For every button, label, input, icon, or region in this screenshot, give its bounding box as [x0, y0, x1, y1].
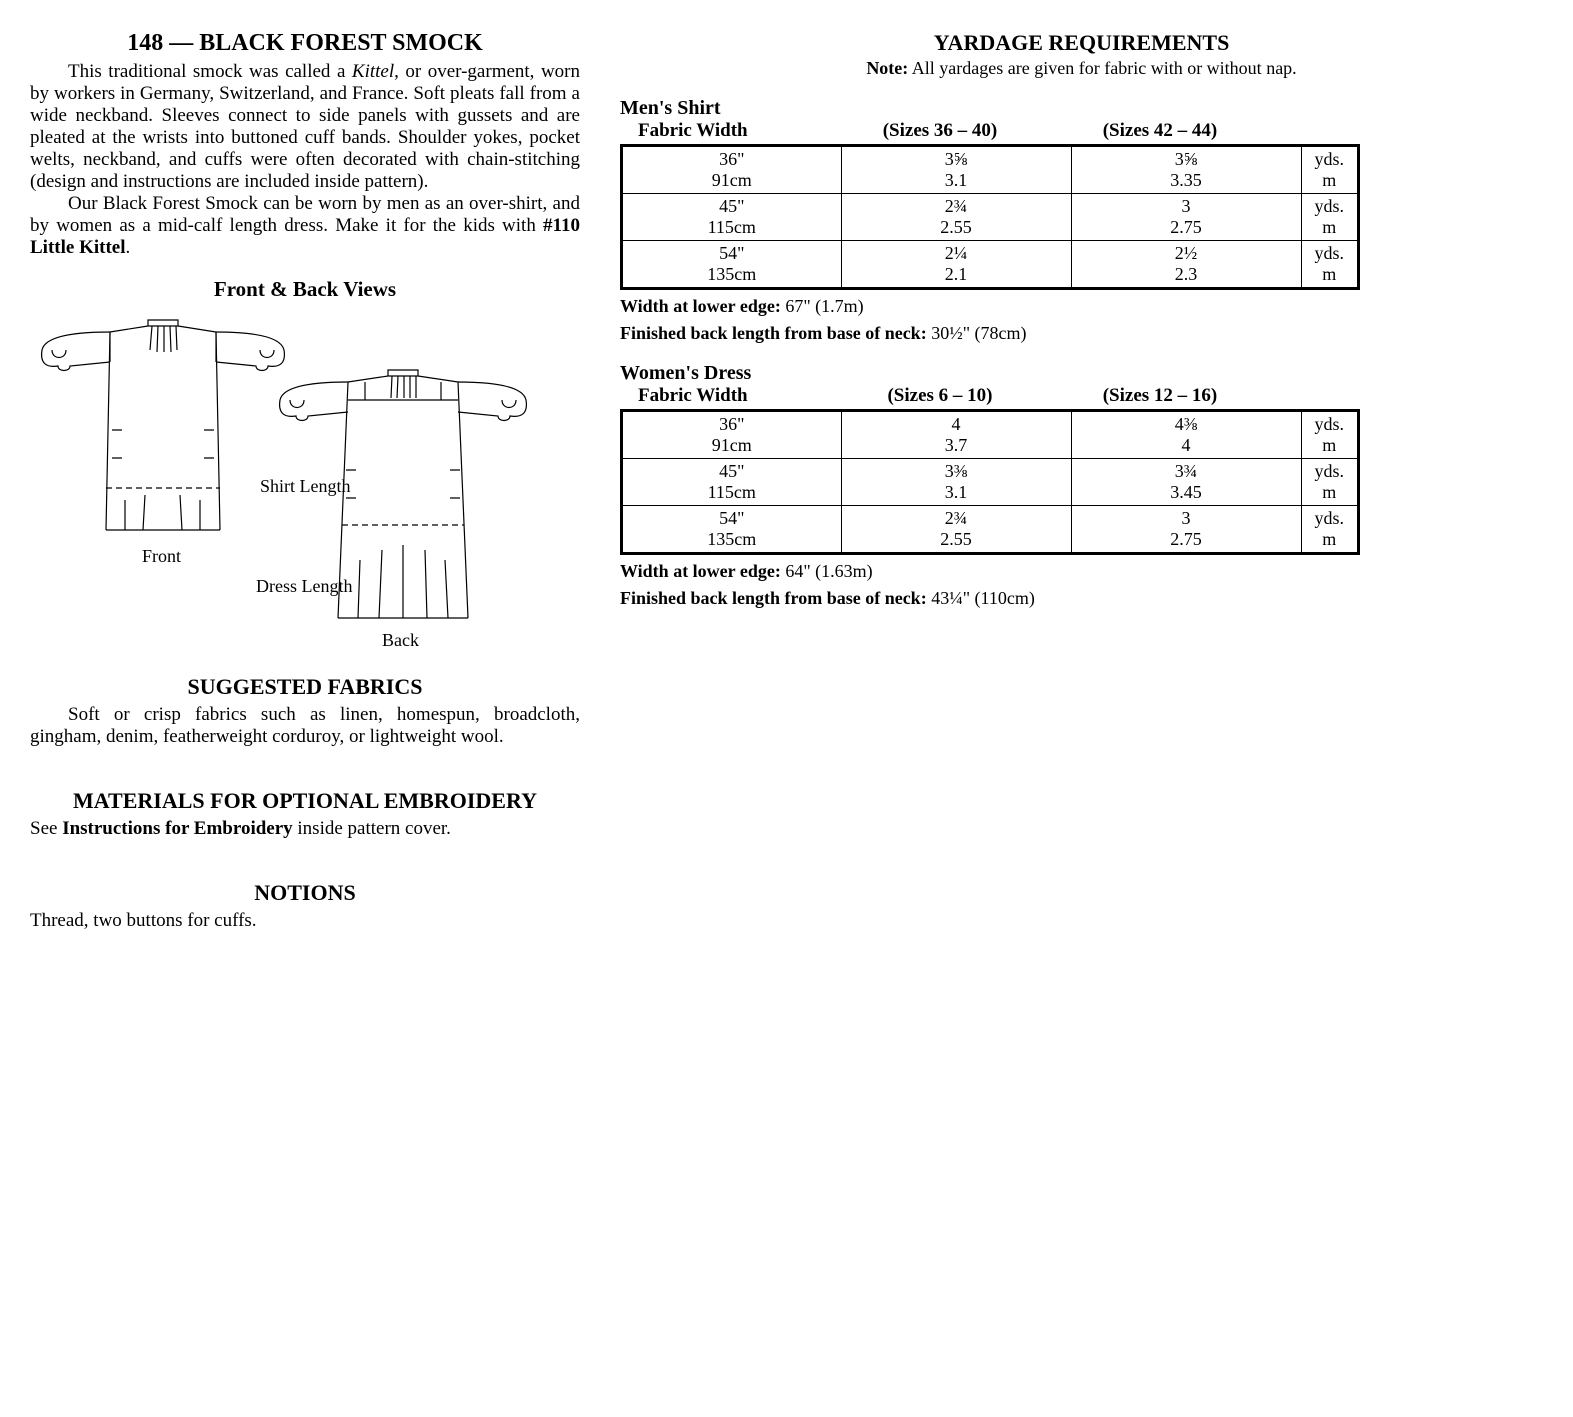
- yardage-heading: YARDAGE REQUIREMENTS: [620, 30, 1543, 56]
- womens-col-size1: (Sizes 6 – 10): [830, 385, 1050, 407]
- cell-size1: 2¾2.55: [841, 194, 1071, 241]
- notions-heading: NOTIONS: [30, 880, 580, 906]
- table-row: 45"115cm2¾2.5532.75yds.m: [622, 194, 1359, 241]
- table-row: 45"115cm3⅜3.13¾3.45yds.m: [622, 459, 1359, 506]
- mens-yardage-table: 36"91cm3⅝3.13⅝3.35yds.m45"115cm2¾2.5532.…: [620, 144, 1360, 290]
- womens-col-size2: (Sizes 12 – 16): [1050, 385, 1270, 407]
- cell-unit: yds.m: [1301, 241, 1359, 289]
- table-row: 54"135cm2¼2.12½2.3yds.m: [622, 241, 1359, 289]
- back-label: Back: [382, 630, 419, 650]
- p1-a: This traditional smock was called a: [68, 61, 352, 82]
- fabrics-heading: SUGGESTED FABRICS: [30, 674, 580, 700]
- cell-unit: yds.m: [1301, 411, 1359, 459]
- emb-bold: Instructions for Embroidery: [62, 818, 292, 839]
- cell-unit: yds.m: [1301, 459, 1359, 506]
- womens-yardage-table: 36"91cm43.74⅜4yds.m45"115cm3⅜3.13¾3.45yd…: [620, 409, 1360, 555]
- note-bold: Note:: [866, 58, 908, 78]
- front-label: Front: [142, 546, 181, 566]
- cell-unit: yds.m: [1301, 146, 1359, 194]
- description-para1: This traditional smock was called a Kitt…: [30, 61, 580, 193]
- cell-width: 36"91cm: [622, 146, 842, 194]
- womens-back-len-label: Finished back length from base of neck:: [620, 588, 927, 608]
- cell-size2: 3¾3.45: [1071, 459, 1301, 506]
- emb-a: See: [30, 818, 62, 839]
- p2-b: .: [126, 237, 131, 258]
- mens-title: Men's Shirt: [620, 97, 1543, 120]
- mens-col-size2: (Sizes 42 – 44): [1050, 120, 1270, 142]
- womens-title: Women's Dress: [620, 362, 1543, 385]
- pattern-title: 148 — BLACK FOREST SMOCK: [30, 30, 580, 57]
- mens-back-len-val: 30½" (78cm): [927, 323, 1027, 343]
- cell-width: 45"115cm: [622, 194, 842, 241]
- mens-back-length: Finished back length from base of neck: …: [620, 323, 1543, 344]
- mens-width-edge-label: Width at lower edge:: [620, 296, 781, 316]
- mens-table-headers: Fabric Width (Sizes 36 – 40) (Sizes 42 –…: [620, 120, 1543, 142]
- table-row: 36"91cm43.74⅜4yds.m: [622, 411, 1359, 459]
- table-row: 54"135cm2¾2.5532.75yds.m: [622, 506, 1359, 554]
- cell-width: 54"135cm: [622, 241, 842, 289]
- description-para2: Our Black Forest Smock can be worn by me…: [30, 193, 580, 259]
- cell-size1: 2¾2.55: [841, 506, 1071, 554]
- fabrics-text: Soft or crisp fabrics such as linen, hom…: [30, 704, 580, 748]
- cell-size2: 2½2.3: [1071, 241, 1301, 289]
- cell-size1: 3⅜3.1: [841, 459, 1071, 506]
- mens-col-width: Fabric Width: [620, 120, 830, 142]
- table-row: 36"91cm3⅝3.13⅝3.35yds.m: [622, 146, 1359, 194]
- cell-width: 54"135cm: [622, 506, 842, 554]
- cell-size1: 43.7: [841, 411, 1071, 459]
- notions-text: Thread, two buttons for cuffs.: [30, 910, 580, 932]
- cell-size2: 32.75: [1071, 506, 1301, 554]
- womens-width-edge: Width at lower edge: 64" (1.63m): [620, 561, 1543, 582]
- embroidery-heading: MATERIALS FOR OPTIONAL EMBROIDERY: [30, 788, 580, 814]
- embroidery-text: See Instructions for Embroidery inside p…: [30, 818, 580, 840]
- mens-back-len-label: Finished back length from base of neck:: [620, 323, 927, 343]
- womens-table-headers: Fabric Width (Sizes 6 – 10) (Sizes 12 – …: [620, 385, 1543, 407]
- mens-width-edge: Width at lower edge: 67" (1.7m): [620, 296, 1543, 317]
- cell-size2: 3⅝3.35: [1071, 146, 1301, 194]
- cell-size2: 4⅜4: [1071, 411, 1301, 459]
- yardage-note: Note: All yardages are given for fabric …: [620, 58, 1543, 79]
- shirt-length-label: Shirt Length: [260, 476, 351, 496]
- cell-width: 45"115cm: [622, 459, 842, 506]
- front-smock-icon: [42, 320, 285, 530]
- garment-diagram: Shirt Length Front Dress Length Back: [30, 310, 580, 650]
- cell-unit: yds.m: [1301, 194, 1359, 241]
- cell-size1: 2¼2.1: [841, 241, 1071, 289]
- womens-col-width: Fabric Width: [620, 385, 830, 407]
- cell-unit: yds.m: [1301, 506, 1359, 554]
- p1-italic: Kittel: [352, 61, 394, 82]
- womens-width-edge-val: 64" (1.63m): [781, 561, 873, 581]
- womens-width-edge-label: Width at lower edge:: [620, 561, 781, 581]
- mens-col-size1: (Sizes 36 – 40): [830, 120, 1050, 142]
- womens-back-length: Finished back length from base of neck: …: [620, 588, 1543, 609]
- dress-length-label: Dress Length: [256, 576, 352, 596]
- views-heading: Front & Back Views: [30, 277, 580, 302]
- cell-size1: 3⅝3.1: [841, 146, 1071, 194]
- p2-a: Our Black Forest Smock can be worn by me…: [30, 193, 580, 236]
- mens-width-edge-val: 67" (1.7m): [781, 296, 864, 316]
- womens-back-len-val: 43¼" (110cm): [927, 588, 1035, 608]
- cell-width: 36"91cm: [622, 411, 842, 459]
- cell-size2: 32.75: [1071, 194, 1301, 241]
- note-text: All yardages are given for fabric with o…: [908, 58, 1296, 78]
- emb-b: inside pattern cover.: [293, 818, 451, 839]
